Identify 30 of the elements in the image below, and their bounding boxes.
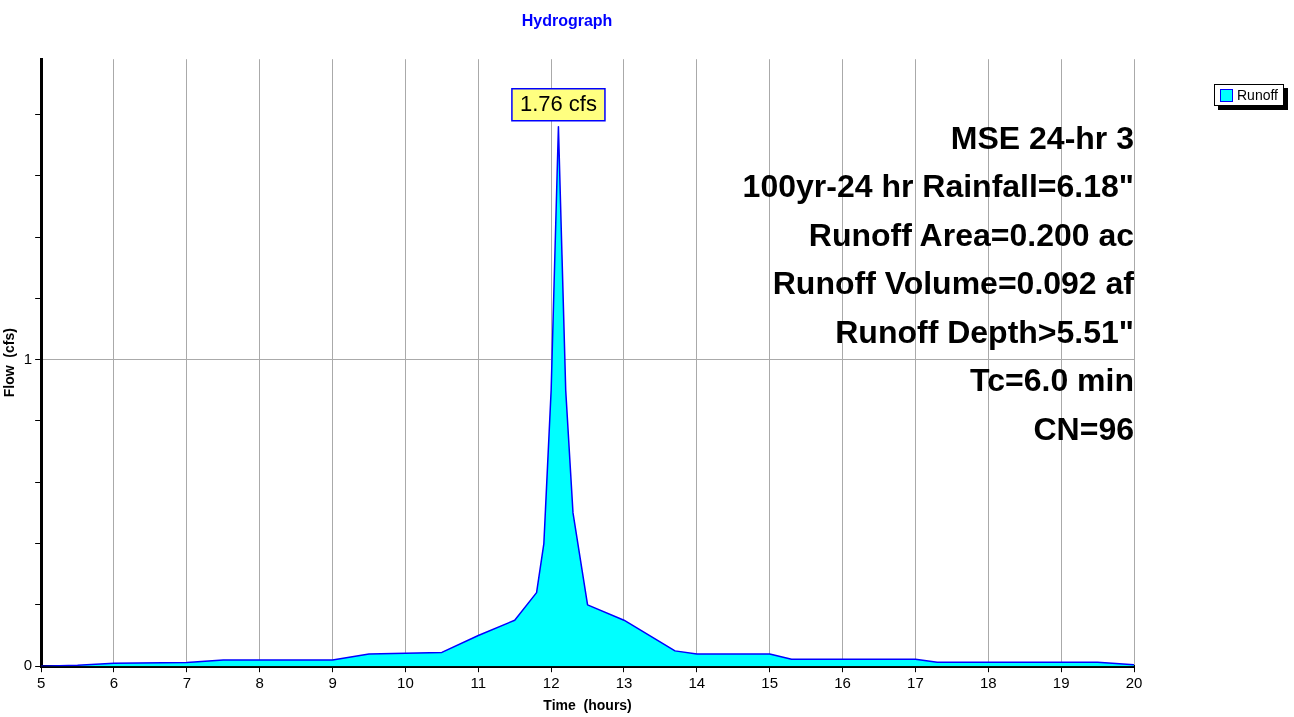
x-tick-label: 17 <box>907 674 924 692</box>
x-tick-label: 13 <box>615 674 633 692</box>
annotation: 100yr-24 hr Rainfall=6.18" <box>742 168 1134 205</box>
x-tick-label: 15 <box>761 674 779 692</box>
x-axis-title: Time (hours) <box>543 697 632 714</box>
legend-label: Runoff <box>1237 87 1278 103</box>
x-tick-label: 20 <box>1125 674 1143 692</box>
x-tick-label: 6 <box>109 674 119 692</box>
annotation: Runoff Depth>5.51" <box>835 313 1134 350</box>
y-tick-label: 1 <box>23 349 33 367</box>
x-tick-label: 7 <box>182 674 192 692</box>
x-tick-label: 14 <box>688 674 706 692</box>
y-axis-title: Flow (cfs) <box>1 328 18 398</box>
x-tick-label: 11 <box>470 674 487 692</box>
x-tick-label: 5 <box>36 674 46 692</box>
x-tick-label: 12 <box>542 674 560 692</box>
y-tick-label: 0 <box>23 656 33 674</box>
x-tick-label: 10 <box>397 674 414 692</box>
annotation: CN=96 <box>1033 410 1134 447</box>
x-tick-label: 18 <box>979 674 997 692</box>
x-tick-label: 9 <box>328 674 337 692</box>
annotation: Runoff Volume=0.092 af <box>772 265 1135 302</box>
chart-title: Hydrograph <box>521 12 613 30</box>
annotation: Runoff Area=0.200 ac <box>808 216 1134 253</box>
annotation: Tc=6.0 min <box>970 362 1134 399</box>
annotation: MSE 24-hr 3 <box>950 119 1134 156</box>
annotation: 1.76 cfs <box>519 90 597 116</box>
x-tick-label: 19 <box>1052 674 1070 692</box>
x-tick-label: 8 <box>255 674 264 692</box>
x-tick-label: 16 <box>834 674 851 692</box>
